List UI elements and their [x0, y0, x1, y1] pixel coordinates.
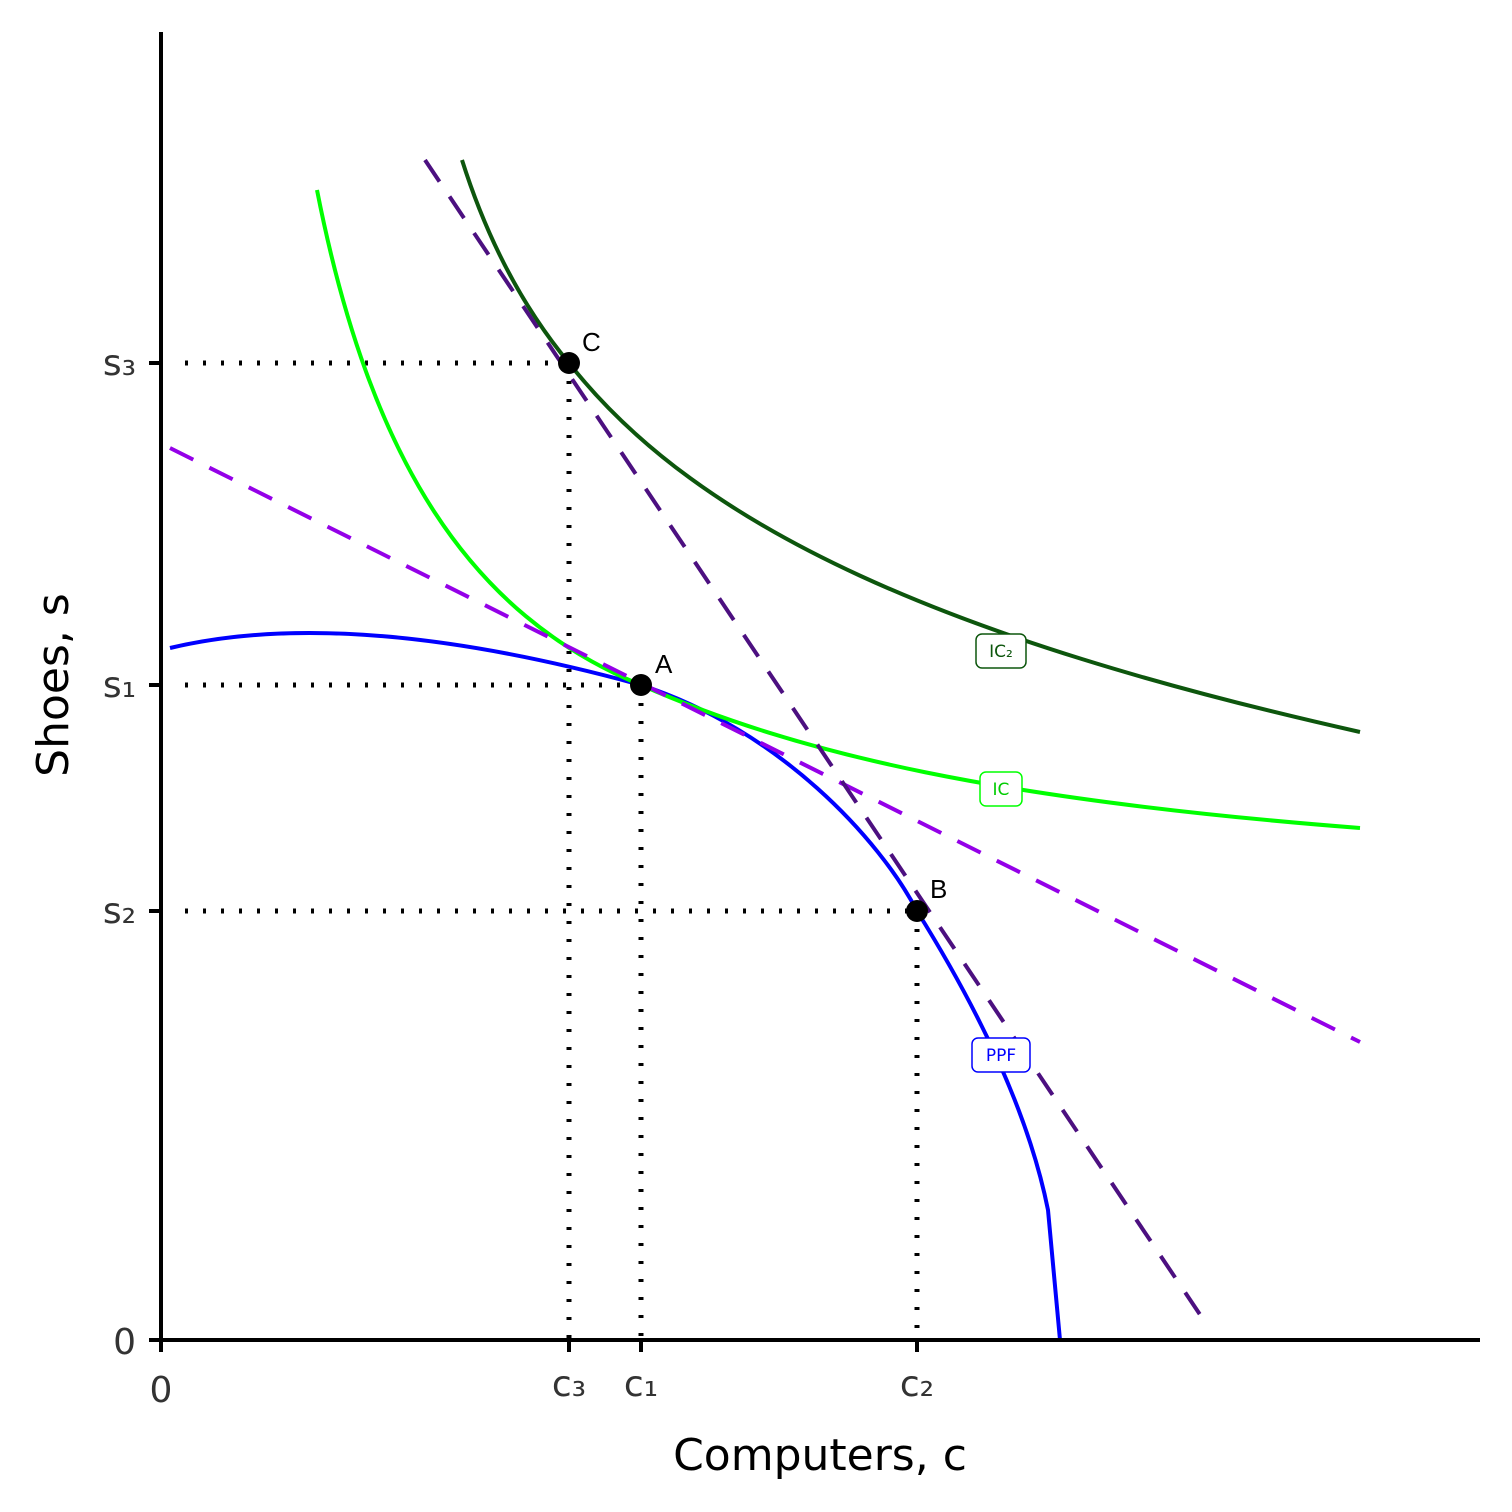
label-box [979, 771, 1023, 807]
budget-line-2 [423, 158, 1209, 1327]
y-tick-label: s₃ [103, 343, 136, 384]
ppf-curve [169, 630, 1062, 1341]
guides [185, 360, 920, 1340]
ic2-curve [460, 159, 1361, 734]
y-axis-title: Shoes, s [28, 593, 79, 777]
x-tick-label: c₁ [624, 1364, 658, 1405]
label-box [975, 633, 1027, 669]
point-marker [630, 674, 652, 696]
point-label: B [930, 874, 947, 904]
y-tick-label: s₂ [103, 891, 136, 932]
point-label: C [582, 327, 601, 357]
point-marker [558, 352, 580, 374]
x-tick-label: 0 [150, 1370, 173, 1411]
curve-label: IC [993, 780, 1010, 800]
label-box [971, 1037, 1031, 1073]
curve-label: IC₂ [989, 642, 1013, 662]
tick-marks [149, 361, 919, 1352]
curve-label: PPF [986, 1046, 1016, 1066]
point-marker [906, 900, 928, 922]
budget-line-1 [169, 446, 1361, 1044]
x-axis-title: Computers, c [673, 1430, 967, 1481]
y-tick-label: s₁ [103, 665, 136, 706]
y-tick-label: 0 [113, 1322, 136, 1363]
ic-curve [315, 189, 1361, 830]
point-label: A [655, 649, 673, 679]
x-tick-label: c₂ [900, 1364, 934, 1405]
x-tick-label: c₃ [552, 1364, 586, 1405]
